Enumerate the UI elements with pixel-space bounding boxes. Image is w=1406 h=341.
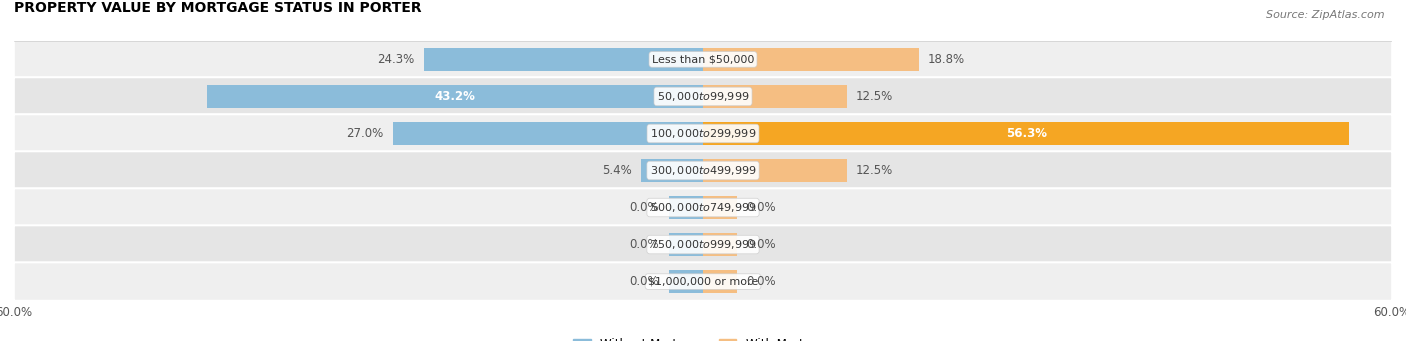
Text: 0.0%: 0.0%: [747, 201, 776, 214]
Bar: [207, 85, 703, 107]
Bar: [703, 196, 738, 219]
Text: Less than $50,000: Less than $50,000: [652, 55, 754, 64]
Bar: [425, 48, 703, 71]
Text: $100,000 to $299,999: $100,000 to $299,999: [650, 127, 756, 140]
Text: $50,000 to $99,999: $50,000 to $99,999: [657, 90, 749, 103]
FancyBboxPatch shape: [14, 151, 1392, 190]
Text: 0.0%: 0.0%: [747, 238, 776, 251]
Bar: [703, 48, 920, 71]
Bar: [703, 85, 846, 107]
Bar: [703, 159, 846, 182]
Text: Source: ZipAtlas.com: Source: ZipAtlas.com: [1267, 10, 1385, 20]
Text: $1,000,000 or more: $1,000,000 or more: [648, 277, 758, 286]
Bar: [669, 234, 703, 256]
Text: 18.8%: 18.8%: [928, 53, 965, 66]
Text: PROPERTY VALUE BY MORTGAGE STATUS IN PORTER: PROPERTY VALUE BY MORTGAGE STATUS IN POR…: [14, 1, 422, 15]
Bar: [669, 270, 703, 293]
FancyBboxPatch shape: [14, 40, 1392, 79]
Text: 24.3%: 24.3%: [378, 53, 415, 66]
FancyBboxPatch shape: [14, 188, 1392, 227]
Text: $750,000 to $999,999: $750,000 to $999,999: [650, 238, 756, 251]
Text: 12.5%: 12.5%: [856, 164, 893, 177]
Bar: [669, 196, 703, 219]
Text: 27.0%: 27.0%: [346, 127, 384, 140]
FancyBboxPatch shape: [14, 225, 1392, 264]
FancyBboxPatch shape: [14, 262, 1392, 301]
Text: 0.0%: 0.0%: [630, 201, 659, 214]
FancyBboxPatch shape: [14, 114, 1392, 153]
Bar: [641, 159, 703, 182]
Text: 12.5%: 12.5%: [856, 90, 893, 103]
Bar: [703, 270, 738, 293]
Bar: [703, 122, 1350, 145]
Text: $500,000 to $749,999: $500,000 to $749,999: [650, 201, 756, 214]
Text: 5.4%: 5.4%: [602, 164, 631, 177]
Text: 0.0%: 0.0%: [630, 238, 659, 251]
Text: $300,000 to $499,999: $300,000 to $499,999: [650, 164, 756, 177]
Text: 0.0%: 0.0%: [630, 275, 659, 288]
FancyBboxPatch shape: [14, 77, 1392, 116]
Bar: [703, 234, 738, 256]
Bar: [392, 122, 703, 145]
Legend: Without Mortgage, With Mortgage: Without Mortgage, With Mortgage: [574, 338, 832, 341]
Text: 0.0%: 0.0%: [747, 275, 776, 288]
Text: 43.2%: 43.2%: [434, 90, 475, 103]
Text: 56.3%: 56.3%: [1005, 127, 1046, 140]
